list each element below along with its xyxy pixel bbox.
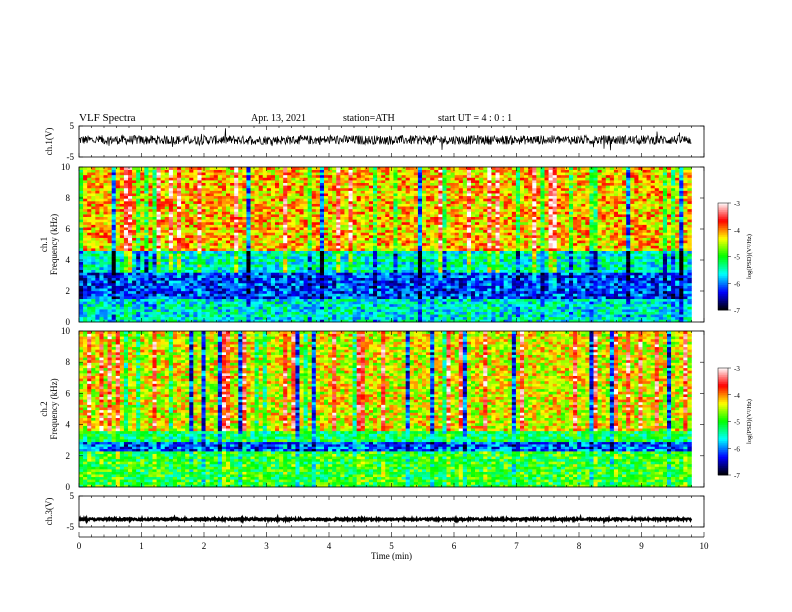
ch1-wave-ytick-bottom: -5 — [67, 152, 75, 162]
ch3-wave-ylabel: ch.3(V) — [44, 498, 54, 526]
x-tick-label-8: 8 — [577, 541, 582, 551]
ch2-spec-colorbar-tick-m4: -4 — [734, 392, 740, 400]
ch2-spec-colorbar-label: log(PSD)(V²/Hz) — [746, 399, 753, 444]
ch3-waveform — [79, 496, 704, 527]
ch1-spec-colorbar-tick-m7: -7 — [734, 307, 740, 315]
x-tick-label-2: 2 — [202, 541, 207, 551]
ch3-wave-frame — [79, 496, 704, 527]
ch2-spec-ytick-2: 2 — [66, 451, 71, 461]
ch1-spec-colorbar-tick-m4: -4 — [734, 227, 740, 235]
ch1-waveform — [79, 126, 704, 157]
x-tick-label-0: 0 — [77, 541, 82, 551]
x-tick-label-6: 6 — [452, 541, 457, 551]
ch2-spec-ytick-4: 4 — [66, 420, 71, 430]
ch1-spec-colorbar-tick-m3: -3 — [734, 200, 740, 208]
x-tick-label-7: 7 — [514, 541, 519, 551]
ch2-spec-colorbar-tick-m5: -5 — [734, 419, 740, 427]
ch1-spec-ytick-4: 4 — [66, 255, 71, 265]
ch1-spec-ytick-10: 10 — [61, 162, 71, 172]
ch1-spectrogram — [79, 167, 704, 322]
ch1-spec-ytick-8: 8 — [66, 193, 71, 203]
ch1-wave-ylabel: ch.1(V) — [44, 128, 54, 156]
ch1-spec-colorbar-tick-m5: -5 — [734, 254, 740, 262]
ch1-wave-ytick-top: 5 — [70, 121, 75, 131]
x-tick-label-10: 10 — [700, 541, 710, 551]
x-tick-label-5: 5 — [389, 541, 394, 551]
x-tick-label-3: 3 — [264, 541, 269, 551]
ch1-spec-ytick-2: 2 — [66, 286, 71, 296]
ch2-spec-ytick-10: 10 — [61, 326, 71, 336]
ch1-spec-ylabel: ch.1Frequency (kHz) — [39, 214, 59, 275]
ch1-spec-colorbar-tick-m6: -6 — [734, 280, 740, 288]
ch1-spec-colorbar-label: log(PSD)(V²/Hz) — [746, 234, 753, 279]
ch1-wave-trace — [79, 128, 692, 150]
ch3-wave-ytick-bottom: -5 — [67, 522, 75, 532]
ch2-spectrogram — [79, 331, 704, 487]
ch2-spec-ytick-6: 6 — [66, 388, 71, 398]
x-tick-label-4: 4 — [327, 541, 332, 551]
ch2-spec-colorbar-tick-m6: -6 — [734, 445, 740, 453]
ch2-spec-ytick-8: 8 — [66, 357, 71, 367]
ch2-spec-colorbar-tick-m3: -3 — [734, 365, 740, 373]
ch3-wave-ytick-top: 5 — [70, 491, 75, 501]
ch1-spec-ytick-6: 6 — [66, 224, 71, 234]
x-tick-label-9: 9 — [639, 541, 644, 551]
ch3-wave-trace — [79, 517, 692, 521]
ch2-spec-colorbar-tick-m7: -7 — [734, 472, 740, 480]
x-tick-label-1: 1 — [139, 541, 144, 551]
ch2-spec-ylabel: ch.2Frequency (kHz) — [39, 378, 59, 439]
x-axis-title: Time (min) — [371, 551, 412, 561]
